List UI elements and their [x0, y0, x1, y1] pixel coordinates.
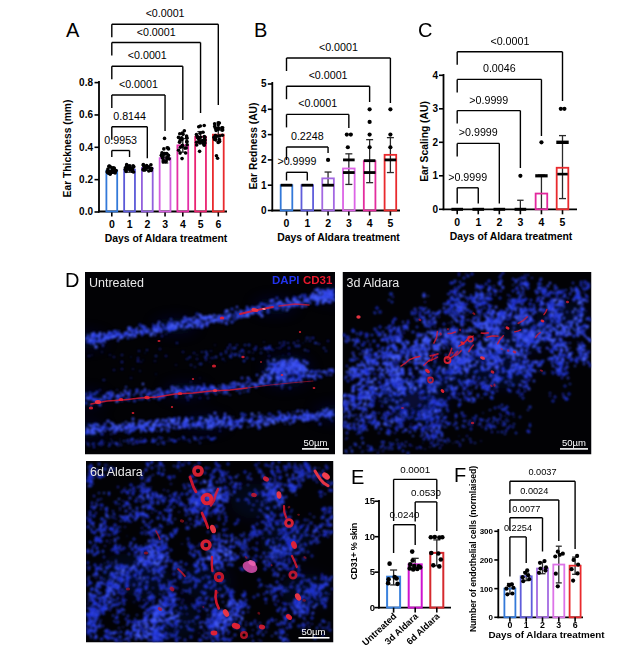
svg-text:0: 0 — [261, 205, 267, 216]
svg-text:3d Aldara: 3d Aldara — [347, 276, 400, 290]
svg-text:3: 3 — [346, 217, 352, 229]
svg-text:2: 2 — [261, 154, 267, 165]
svg-text:<0.0001: <0.0001 — [319, 41, 358, 53]
svg-text:0.0077: 0.0077 — [512, 504, 540, 514]
svg-text:>0.9999: >0.9999 — [277, 155, 316, 167]
svg-text:5: 5 — [387, 217, 393, 229]
svg-text:0.0037: 0.0037 — [528, 467, 556, 477]
svg-text:50µm: 50µm — [304, 437, 328, 448]
svg-text:0: 0 — [432, 204, 438, 215]
svg-text:>0.9999: >0.9999 — [469, 94, 508, 106]
svg-text:6: 6 — [215, 218, 221, 230]
svg-text:50µm: 50µm — [562, 437, 586, 448]
svg-text:0: 0 — [370, 602, 375, 613]
svg-text:1: 1 — [475, 216, 481, 228]
svg-text:0.9953: 0.9953 — [104, 134, 137, 146]
svg-text:<0.0001: <0.0001 — [490, 35, 529, 47]
svg-text:CD31+ % skin: CD31+ % skin — [350, 523, 360, 580]
svg-text:2: 2 — [144, 218, 150, 230]
svg-text:1: 1 — [261, 180, 267, 191]
svg-text:CD31: CD31 — [303, 274, 333, 286]
svg-text:300: 300 — [480, 527, 494, 536]
svg-text:2: 2 — [432, 137, 438, 148]
svg-text:D: D — [65, 269, 79, 291]
svg-text:0.2248: 0.2248 — [291, 130, 324, 142]
svg-text:0.2: 0.2 — [79, 174, 93, 185]
svg-text:E: E — [351, 466, 364, 488]
svg-text:<0.0001: <0.0001 — [119, 78, 158, 90]
svg-text:3: 3 — [517, 216, 523, 228]
svg-text:0.8: 0.8 — [79, 77, 93, 88]
svg-text:<0.0001: <0.0001 — [309, 69, 348, 81]
svg-text:0: 0 — [284, 217, 290, 229]
svg-text:Days of Aldara treatment: Days of Aldara treatment — [488, 629, 605, 640]
svg-text:0.6: 0.6 — [79, 109, 93, 120]
svg-text:<0.0001: <0.0001 — [298, 97, 337, 109]
svg-text:2: 2 — [325, 217, 331, 229]
svg-text:0: 0 — [109, 218, 115, 230]
svg-text:4: 4 — [538, 216, 544, 228]
svg-text:0.0046: 0.0046 — [483, 62, 516, 74]
svg-text:200: 200 — [480, 556, 494, 565]
svg-text:4: 4 — [261, 104, 267, 115]
svg-text:B: B — [254, 19, 267, 41]
svg-text:6d Aldara: 6d Aldara — [90, 465, 143, 479]
svg-text:1: 1 — [127, 218, 133, 230]
svg-text:Untreated: Untreated — [89, 276, 144, 290]
svg-text:Ear Scaling (AU): Ear Scaling (AU) — [419, 101, 430, 182]
svg-text:Days of Aldara treatment: Days of Aldara treatment — [450, 231, 573, 242]
svg-text:3: 3 — [162, 218, 168, 230]
svg-text:C: C — [418, 19, 432, 41]
svg-text:0: 0 — [454, 216, 460, 228]
svg-text:Ear Thickness (mm): Ear Thickness (mm) — [62, 100, 73, 198]
svg-text:0.0024: 0.0024 — [520, 486, 548, 496]
svg-text:Days of Aldara treatment: Days of Aldara treatment — [105, 233, 228, 244]
svg-text:4: 4 — [367, 217, 373, 229]
svg-text:5: 5 — [370, 566, 376, 577]
svg-text:1: 1 — [304, 217, 310, 229]
svg-text:4: 4 — [432, 70, 438, 81]
svg-text:Ear Redness (AU): Ear Redness (AU) — [248, 103, 259, 190]
svg-text:10: 10 — [364, 531, 375, 542]
svg-text:DAPI: DAPI — [272, 274, 299, 286]
svg-text:3: 3 — [432, 103, 438, 114]
svg-text:>0.9999: >0.9999 — [459, 126, 498, 138]
svg-text:<0.0001: <0.0001 — [146, 7, 185, 19]
svg-text:4: 4 — [180, 218, 186, 230]
svg-text:0.0: 0.0 — [79, 206, 93, 217]
svg-text:3: 3 — [261, 129, 267, 140]
svg-text:0.0001: 0.0001 — [400, 464, 430, 475]
svg-text:5: 5 — [261, 78, 267, 89]
svg-text:50µm: 50µm — [302, 626, 326, 637]
svg-text:100: 100 — [480, 585, 494, 594]
svg-text:0: 0 — [489, 613, 494, 622]
svg-text:0.8144: 0.8144 — [113, 110, 146, 122]
svg-text:0.2254: 0.2254 — [504, 523, 532, 533]
svg-text:2: 2 — [496, 216, 502, 228]
svg-text:1: 1 — [432, 170, 438, 181]
svg-text:A: A — [66, 19, 80, 41]
svg-text:<0.0001: <0.0001 — [137, 26, 176, 38]
svg-text:Days of Aldara treatment: Days of Aldara treatment — [277, 232, 400, 243]
svg-text:F: F — [454, 464, 466, 486]
svg-text:Number of endothelial cells (n: Number of endothelial cells (normlaised) — [468, 466, 478, 632]
svg-text:5: 5 — [198, 218, 204, 230]
svg-text:>0.9999: >0.9999 — [448, 171, 487, 183]
svg-text:5: 5 — [560, 216, 566, 228]
svg-text:<0.0001: <0.0001 — [128, 49, 167, 61]
svg-text:0.4: 0.4 — [79, 142, 93, 153]
svg-text:15: 15 — [364, 495, 375, 506]
